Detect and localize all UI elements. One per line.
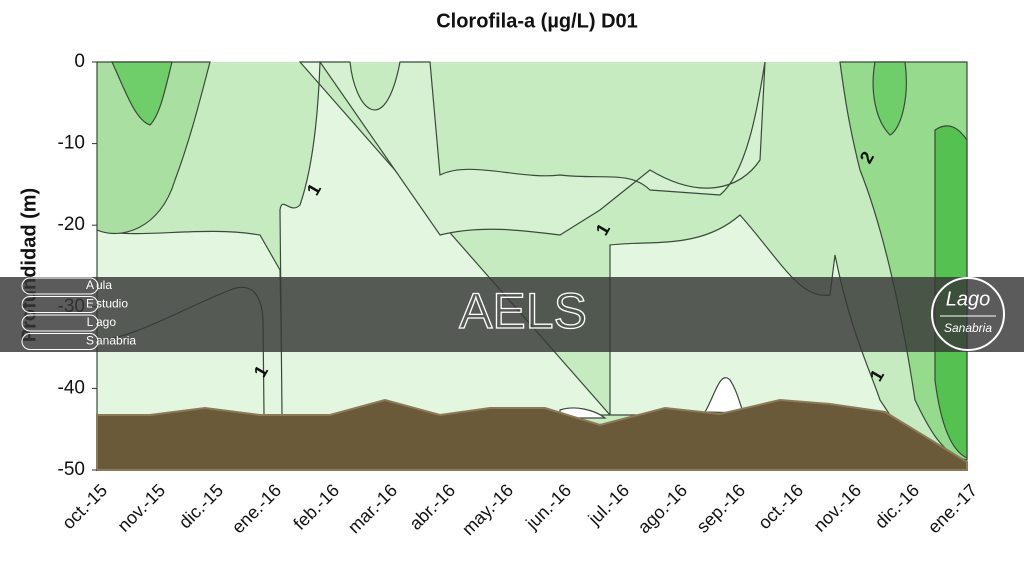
logo-word: Lago bbox=[946, 288, 991, 310]
y-tick-label: -20 bbox=[58, 214, 85, 235]
acronym-frame bbox=[21, 314, 99, 332]
acronym-rest: ula bbox=[96, 278, 112, 292]
acronym-initial: S bbox=[86, 334, 94, 348]
x-tick-label: dic.-16 bbox=[871, 480, 923, 532]
x-tick-label: mar.-16 bbox=[344, 480, 401, 537]
x-tick-label: jun.-16 bbox=[521, 480, 575, 534]
x-tick-label: jul.-16 bbox=[584, 480, 634, 530]
x-tick-label: ene.-16 bbox=[228, 480, 285, 537]
x-tick-label: sep.-16 bbox=[693, 480, 750, 537]
x-tick-label: feb.-16 bbox=[289, 480, 343, 534]
x-tick-label: dic.-15 bbox=[175, 480, 227, 532]
x-tick-label: ago.-16 bbox=[634, 480, 691, 537]
chart-title: Clorofila-a (µg/L) D01 bbox=[436, 10, 638, 32]
x-tick-label: abr.-16 bbox=[405, 480, 459, 534]
y-tick-label: -50 bbox=[58, 459, 85, 480]
acronym-frame bbox=[21, 296, 99, 313]
acronym-rest: ago bbox=[96, 315, 116, 329]
x-tick-label: nov.-16 bbox=[810, 480, 866, 536]
overlay-title: AELS bbox=[459, 283, 587, 339]
acronym-rest: studio bbox=[96, 297, 128, 311]
x-tick-label: oct.-16 bbox=[754, 480, 807, 533]
y-tick-label: 0 bbox=[74, 51, 85, 72]
acronym-frame bbox=[21, 277, 99, 295]
x-tick-label: oct.-15 bbox=[58, 480, 111, 533]
lake-bottom bbox=[96, 398, 968, 471]
y-tick-label: -40 bbox=[58, 377, 85, 398]
x-tick-label: ene.-17 bbox=[924, 480, 981, 537]
acronym-initial: L bbox=[87, 315, 94, 329]
acronym-initial: A bbox=[86, 278, 94, 292]
y-tick-label: -10 bbox=[58, 133, 85, 154]
x-tick-label: nov.-15 bbox=[114, 480, 170, 536]
acronym-frame bbox=[21, 333, 99, 350]
logo-word: Sanabria bbox=[944, 321, 992, 335]
x-tick-label: may.-16 bbox=[458, 480, 517, 539]
acronym-rest: anabria bbox=[96, 334, 136, 348]
acronym-initial: E bbox=[86, 297, 94, 311]
